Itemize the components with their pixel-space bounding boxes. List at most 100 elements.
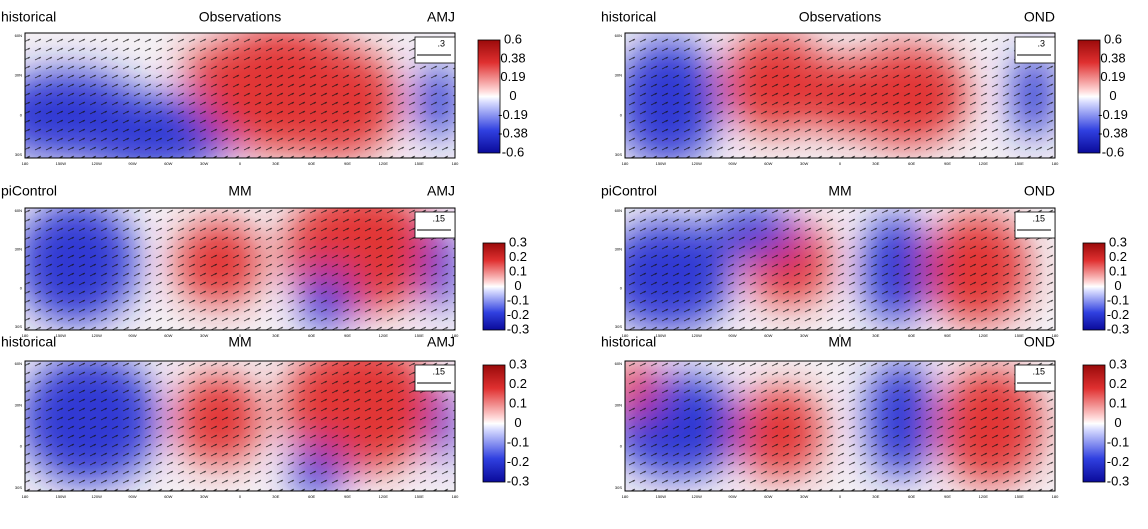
lat-label: 0 — [20, 444, 23, 449]
lon-label: 90W — [728, 333, 736, 338]
lat-label: 60N — [615, 361, 622, 366]
lon-label: 150E — [1014, 494, 1024, 499]
colorbar-tick-label: 0.6 — [1104, 31, 1122, 46]
colorbar-tick-label: 0.38 — [1100, 50, 1125, 65]
lon-label: 60W — [764, 333, 772, 338]
lon-label: 60E — [308, 161, 315, 166]
lon-label: 90W — [728, 161, 736, 166]
panel-center-label: Observations — [799, 9, 881, 25]
panel-center-label: Observations — [199, 9, 281, 25]
ref-box — [414, 211, 456, 239]
lon-label: 60E — [908, 333, 915, 338]
colorbar — [477, 39, 501, 154]
lat-label: 30N — [15, 402, 22, 407]
lon-label: 150W — [656, 161, 667, 166]
lon-label: 180 — [22, 161, 29, 166]
ref-vector-label: .15 — [432, 213, 445, 223]
ref-box — [414, 364, 456, 392]
map — [25, 208, 455, 330]
colorbar-tick-label: 0.2 — [509, 376, 527, 391]
wind-vectors — [25, 361, 455, 491]
lon-label: 90E — [944, 161, 951, 166]
lon-label: 0 — [839, 494, 842, 499]
colorbar-tick-label: -0.2 — [507, 307, 529, 322]
panel-right-label: OND — [1024, 334, 1055, 350]
lat-label: 30S — [615, 485, 622, 490]
lon-label: 90E — [344, 333, 351, 338]
wind-vectors — [625, 208, 1055, 330]
map — [625, 33, 1055, 158]
lon-label: 30W — [800, 161, 808, 166]
lon-label: 120E — [979, 333, 989, 338]
colorbar-tick-label: -0.1 — [1107, 292, 1129, 307]
colorbar-tick-label: -0.2 — [507, 454, 529, 469]
panel: historical Observations AMJ .3 180 150W 120W 90… — [1, 9, 528, 166]
lon-label: 90E — [344, 161, 351, 166]
lat-label: 30N — [615, 73, 622, 78]
lon-label: 30E — [272, 161, 279, 166]
wind-vectors — [625, 33, 1055, 158]
colorbar-tick-label: 0.1 — [1109, 263, 1127, 278]
lon-label: 120W — [691, 161, 702, 166]
lon-label: 0 — [239, 494, 242, 499]
map-frame — [24, 360, 456, 492]
ref-box — [1014, 211, 1056, 239]
lon-label: 90W — [128, 161, 136, 166]
lon-label: 60W — [764, 161, 772, 166]
colorbar-tick-label: 0.3 — [509, 356, 527, 371]
colorbar — [1082, 364, 1106, 483]
colorbar-tick-label: 0.1 — [509, 395, 527, 410]
lon-label: 180 — [22, 494, 29, 499]
lon-label: 30E — [272, 333, 279, 338]
ref-box — [1014, 36, 1056, 64]
map — [25, 33, 455, 158]
colorbar-tick-label: -0.3 — [507, 321, 529, 336]
lat-label: 30S — [615, 324, 622, 329]
lat-label: 30N — [615, 402, 622, 407]
colorbar-tick-label: -0.2 — [1107, 307, 1129, 322]
colorbar — [482, 242, 506, 331]
panel: historical MM AMJ .15 180 150W 120W 90W 60W 30W 0 3… — [1, 334, 529, 499]
colorbar-tick-label: 0 — [514, 278, 521, 293]
panel-left-label: historical — [1, 334, 56, 350]
lon-label: 120W — [691, 333, 702, 338]
colorbar-tick-label: -0.1 — [507, 434, 529, 449]
lon-label: 150W — [656, 333, 667, 338]
lat-label: 60N — [15, 208, 22, 213]
lon-label: 180 — [622, 494, 629, 499]
panel: piControl MM AMJ .15 180 150W 120W 90W 60W 30W 0 30… — [1, 183, 529, 338]
colorbar-tick-label: -0.2 — [1107, 454, 1129, 469]
lon-label: 120E — [379, 333, 389, 338]
lat-label: 0 — [620, 285, 623, 290]
lon-label: 150E — [1014, 161, 1024, 166]
lon-label: 30W — [800, 494, 808, 499]
lat-label: 30S — [15, 485, 22, 490]
map — [625, 208, 1055, 330]
map-frame — [24, 207, 456, 331]
panel-right-label: AMJ — [427, 183, 455, 199]
lon-label: 60E — [308, 333, 315, 338]
lon-label: 90E — [944, 333, 951, 338]
colorbar-tick-label: 0 — [1114, 415, 1121, 430]
ref-vector-label: .15 — [1032, 213, 1045, 223]
colorbar-tick-label: 0.6 — [504, 31, 522, 46]
colorbar-tick-label: 0.2 — [1109, 376, 1127, 391]
lon-label: 180 — [1052, 333, 1059, 338]
lon-label: 150W — [656, 494, 667, 499]
colorbar-tick-label: 0.19 — [1100, 69, 1125, 84]
lon-label: 0 — [239, 333, 242, 338]
colorbar-tick-label: 0.3 — [1109, 356, 1127, 371]
lon-label: 90E — [944, 494, 951, 499]
panel-center-label: MM — [828, 183, 851, 199]
ref-vector-label: .15 — [1032, 366, 1045, 376]
lon-label: 60E — [908, 494, 915, 499]
lon-label: 120E — [979, 494, 989, 499]
lon-label: 120W — [91, 161, 102, 166]
lon-label: 180 — [22, 333, 29, 338]
colorbar — [482, 364, 506, 483]
lon-label: 0 — [839, 333, 842, 338]
lon-label: 90W — [728, 494, 736, 499]
lon-label: 30W — [200, 333, 208, 338]
